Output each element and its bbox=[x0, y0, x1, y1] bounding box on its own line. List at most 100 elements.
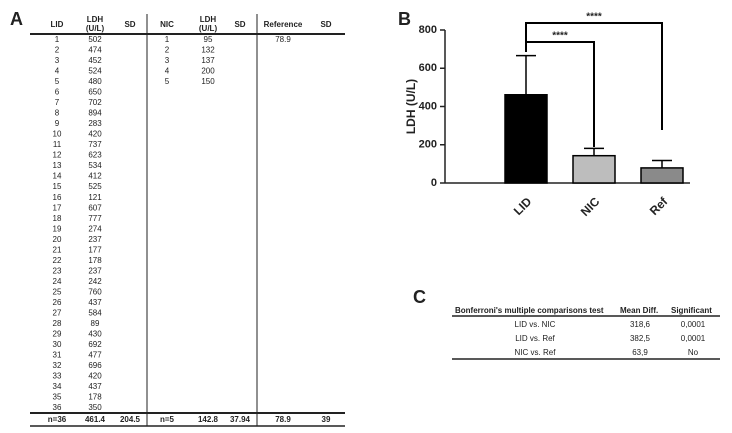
ldh-value: 237 bbox=[88, 235, 102, 244]
row-id: 14 bbox=[53, 172, 62, 181]
ldh-value: 283 bbox=[88, 119, 102, 128]
ldh-value: 760 bbox=[88, 287, 102, 296]
table-c-cell: LID vs. NIC bbox=[515, 320, 556, 329]
row-id: 1 bbox=[165, 35, 170, 44]
row-id: 15 bbox=[53, 182, 62, 191]
ldh-value: 692 bbox=[88, 340, 102, 349]
table-a-header: LID bbox=[50, 20, 64, 29]
row-id: 30 bbox=[53, 340, 62, 349]
panel-label: C bbox=[413, 287, 426, 307]
y-tick-label: 0 bbox=[431, 177, 437, 189]
ldh-value: 623 bbox=[88, 151, 102, 160]
ldh-value: 894 bbox=[88, 109, 102, 118]
ldh-value: 607 bbox=[88, 203, 102, 212]
row-id: 33 bbox=[53, 371, 62, 380]
row-id: 22 bbox=[53, 256, 62, 265]
table-a-header: LDH (U/L) bbox=[198, 15, 218, 33]
ldh-value: 696 bbox=[88, 361, 102, 370]
ldh-value: 534 bbox=[88, 161, 102, 170]
row-id: 36 bbox=[53, 403, 62, 412]
table-c-cell: 382,5 bbox=[630, 334, 651, 343]
row-id: 19 bbox=[53, 224, 62, 233]
x-tick-label: NIC bbox=[578, 194, 603, 219]
ldh-value: 237 bbox=[88, 266, 102, 275]
row-id: 13 bbox=[53, 161, 62, 170]
row-id: 16 bbox=[53, 193, 62, 202]
ldh-value: 420 bbox=[88, 371, 102, 380]
ldh-value: 777 bbox=[88, 214, 102, 223]
table-a-footer: n=36 bbox=[48, 415, 67, 424]
row-id: 11 bbox=[53, 140, 62, 149]
row-id: 26 bbox=[53, 298, 62, 307]
table-c-header: Mean Diff. bbox=[620, 306, 658, 315]
ldh-value: 178 bbox=[88, 392, 102, 401]
panel-label: A bbox=[10, 9, 23, 29]
ldh-value: 702 bbox=[88, 98, 102, 107]
row-id: 29 bbox=[53, 329, 62, 338]
row-id: 2 bbox=[165, 46, 170, 55]
table-a-header: Reference bbox=[263, 20, 303, 29]
row-id: 32 bbox=[53, 361, 62, 370]
ldh-value: 420 bbox=[88, 130, 102, 139]
ldh-value: 474 bbox=[88, 46, 102, 55]
ldh-value: 452 bbox=[88, 56, 102, 65]
row-id: 18 bbox=[53, 214, 62, 223]
table-a-footer: 204.5 bbox=[120, 415, 141, 424]
error-bar bbox=[584, 147, 604, 156]
ldh-value: 437 bbox=[88, 298, 102, 307]
panel-label: B bbox=[398, 9, 411, 29]
error-bar bbox=[516, 54, 536, 95]
significance-bracket bbox=[525, 22, 663, 130]
row-id: 23 bbox=[53, 266, 62, 275]
table-c-cell: 63,9 bbox=[632, 348, 648, 357]
ldh-value: 177 bbox=[88, 245, 102, 254]
reference-value: 78.9 bbox=[275, 35, 291, 44]
row-id: 20 bbox=[53, 235, 62, 244]
row-id: 3 bbox=[55, 56, 60, 65]
row-id: 17 bbox=[53, 203, 62, 212]
row-id: 28 bbox=[53, 319, 62, 328]
ldh-value: 650 bbox=[88, 88, 102, 97]
row-id: 4 bbox=[55, 67, 60, 76]
row-id: 5 bbox=[55, 77, 60, 86]
table-c-cell: 0,0001 bbox=[681, 334, 706, 343]
row-id: 2 bbox=[55, 46, 60, 55]
ldh-value: 502 bbox=[88, 35, 102, 44]
significance-label: **** bbox=[586, 12, 602, 23]
ldh-value: 412 bbox=[88, 172, 102, 181]
ldh-value: 95 bbox=[204, 35, 213, 44]
ldh-value: 137 bbox=[201, 56, 215, 65]
ldh-value: 121 bbox=[88, 193, 102, 202]
row-id: 25 bbox=[53, 287, 62, 296]
ldh-value: 525 bbox=[88, 182, 102, 191]
error-bar bbox=[652, 159, 672, 168]
row-id: 4 bbox=[165, 67, 170, 76]
row-id: 35 bbox=[53, 392, 62, 401]
row-id: 7 bbox=[55, 98, 60, 107]
ldh-value: 584 bbox=[88, 308, 102, 317]
row-id: 3 bbox=[165, 56, 170, 65]
row-id: 12 bbox=[53, 151, 62, 160]
bar bbox=[640, 167, 684, 184]
y-tick-label: 400 bbox=[419, 100, 437, 112]
table-c-cell: 0,0001 bbox=[681, 320, 706, 329]
table-c-cell: NIC vs. Ref bbox=[515, 348, 557, 357]
row-id: 10 bbox=[53, 130, 62, 139]
y-tick-label: 800 bbox=[419, 24, 437, 36]
bar bbox=[504, 94, 548, 184]
row-id: 6 bbox=[55, 88, 60, 97]
table-a-footer: n=5 bbox=[160, 415, 175, 424]
y-tick-label: 600 bbox=[419, 62, 437, 74]
table-c-cell: 318,6 bbox=[630, 320, 651, 329]
x-tick-label: Ref bbox=[647, 194, 671, 218]
ldh-value: 437 bbox=[88, 382, 102, 391]
significance-label: **** bbox=[552, 31, 568, 42]
table-a-header: SD bbox=[234, 20, 246, 29]
ldh-value: 89 bbox=[91, 319, 100, 328]
table-a-header: LDH (U/L) bbox=[85, 15, 105, 33]
ldh-value: 480 bbox=[88, 77, 102, 86]
table-a-header: SD bbox=[124, 20, 136, 29]
ldh-value: 350 bbox=[88, 403, 102, 412]
